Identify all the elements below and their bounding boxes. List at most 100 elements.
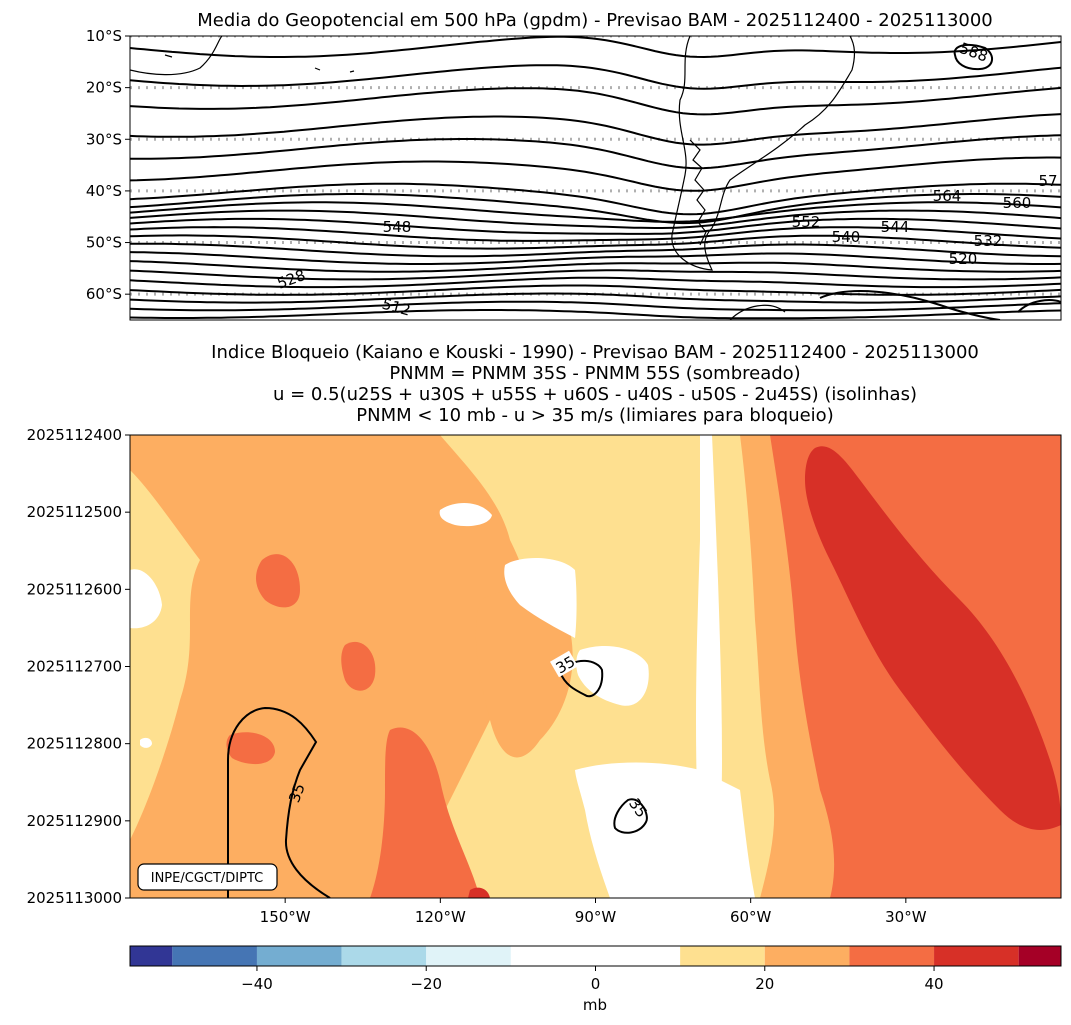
- latitude-axis: 10°S 20°S 30°S 40°S 50°S 60°S: [86, 27, 130, 303]
- date-tick-label: 2025112500: [27, 503, 122, 521]
- contour-label-552: 552: [792, 213, 821, 231]
- geopotential-contour: [130, 300, 1061, 312]
- colorbar-segment: [680, 946, 765, 966]
- colorbar-tick-label: −40: [241, 975, 273, 993]
- geopotential-contour: [130, 193, 1061, 225]
- colorbar-label: mb: [583, 996, 607, 1014]
- australia-nz-coast: [130, 36, 223, 76]
- geopotential-contour: [130, 284, 1061, 296]
- contour-label-548: 548: [383, 218, 412, 236]
- geopotential-contour: [130, 209, 1061, 229]
- lat-tick-label: 60°S: [86, 285, 122, 303]
- lon-tick-label: 120°W: [415, 908, 466, 926]
- shade-30-40-south: [370, 727, 480, 898]
- colorbar-tick-label: −20: [410, 975, 442, 993]
- lat-tick-label: 20°S: [86, 79, 122, 97]
- geopotential-contour: [130, 242, 1061, 258]
- colorbar-tick-label: 40: [924, 975, 943, 993]
- contour-label-532: 532: [974, 232, 1003, 250]
- contour-label-564: 564: [933, 187, 962, 205]
- geopotential-contour: [130, 134, 1061, 170]
- map-area: 588 57 564 560 552 548 544 540 532 528 5…: [130, 36, 1061, 320]
- lat-tick-label: 50°S: [86, 234, 122, 252]
- date-axis: 2025112400 2025112500 2025112600 2025112700…: [27, 426, 130, 907]
- geopotential-contour: [130, 269, 1061, 281]
- u35-isolines: [227, 659, 648, 898]
- colorbar-segment: [172, 946, 257, 966]
- geopotential-contour: [130, 292, 1061, 304]
- blocking-title-line: PNMM < 10 mb - u > 35 m/s (limiares para…: [356, 405, 833, 426]
- u35-isoline-center: [558, 659, 604, 698]
- colorbar-segment: [764, 946, 850, 966]
- shade-30-40-blob-b: [341, 641, 376, 691]
- white-patch-sw: [140, 737, 152, 748]
- u35-label-west: 35: [285, 781, 308, 805]
- longitude-axis: 150°W 120°W 90°W 60°W 30°W: [260, 898, 927, 926]
- geopotential-contour: [130, 309, 1061, 320]
- date-tick-label: 2025112400: [27, 426, 122, 444]
- geopotential-frame: [129, 35, 1062, 321]
- date-tick-label: 2025112600: [27, 580, 122, 598]
- colorbar-segment: [341, 946, 427, 966]
- contour-label-57: 57: [1038, 172, 1057, 190]
- white-patch-west: [130, 569, 162, 629]
- colorbar-segment: [256, 946, 342, 966]
- shade-40-50-ridge: [805, 446, 1061, 830]
- colorbar-segment: [426, 946, 511, 966]
- u35-label-bg-center: [549, 650, 579, 678]
- blocking-index-panel: Indice Bloqueio (Kaiano e Kouski - 1990)…: [27, 342, 1062, 926]
- geopotential-contour: [130, 234, 1061, 250]
- lon-tick-label: 30°W: [885, 908, 927, 926]
- geopotential-contour: [130, 182, 1061, 216]
- colorbar-tick-label: 20: [755, 975, 774, 993]
- geopotential-title: Media do Geopotencial em 500 hPa (gpdm) …: [197, 10, 993, 31]
- shade-minus10-10: [130, 435, 755, 898]
- colorbar-segment: [510, 946, 681, 966]
- geopotential-contour: [130, 156, 1061, 192]
- blocking-title-line: PNMM = PNMM 35S - PNMM 55S (sombreado): [389, 363, 800, 384]
- date-tick-label: 2025113000: [27, 889, 122, 907]
- shade-30-40-blob-a: [256, 554, 300, 608]
- contour-label-560: 560: [1003, 194, 1032, 212]
- date-tick-label: 2025112700: [27, 658, 122, 676]
- geopotential-contour: [130, 217, 1061, 235]
- colorbar: −40 −20 0 20 40 mb: [129, 945, 1062, 1014]
- geopotential-contour: [130, 226, 1061, 242]
- white-patch-center: [504, 558, 577, 638]
- colorbar-segment: [934, 946, 1019, 966]
- contour-southeast-trough: [1017, 299, 1061, 313]
- colorbar-segment: [849, 946, 935, 966]
- geopotential-contour: [130, 36, 1061, 59]
- white-patch-north: [439, 503, 492, 527]
- geopotential-contour: [130, 260, 1061, 273]
- pacific-island-coast: [164, 54, 355, 73]
- contour-label-540: 540: [832, 228, 861, 246]
- heatmap-area: 35 35 35 INPE/CGCT/DIPTC: [130, 435, 1061, 898]
- blocking-index-title: Indice Bloqueio (Kaiano e Kouski - 1990)…: [211, 342, 979, 426]
- blocking-title-line: u = 0.5(u25S + u30S + u55S + u60S - u40S…: [273, 384, 917, 405]
- shade-40-50: [468, 446, 1061, 898]
- lat-tick-label: 30°S: [86, 130, 122, 148]
- geopotential-panel: Media do Geopotencial em 500 hPa (gpdm) …: [86, 10, 1062, 321]
- colorbar-segment: [1018, 946, 1061, 966]
- lon-tick-label: 90°W: [575, 908, 617, 926]
- lat-tick-label: 10°S: [86, 27, 122, 45]
- shade-40-50-spot: [468, 887, 490, 898]
- geopotential-contour: [130, 113, 1061, 146]
- geopotential-contour: [130, 86, 1061, 116]
- credit-box: INPE/CGCT/DIPTC: [137, 863, 278, 891]
- geopotential-contour: [130, 64, 1061, 90]
- credit-box-frame: [137, 863, 278, 891]
- contour-south-loop: [819, 290, 1001, 320]
- shade-20-30-center: [475, 590, 573, 758]
- geopotential-contour: [130, 276, 1061, 289]
- date-tick-label: 2025112800: [27, 735, 122, 753]
- credit-text: INPE/CGCT/DIPTC: [151, 871, 263, 886]
- u35-isoline-west: [227, 706, 331, 898]
- geopotential-contour: [130, 251, 1061, 265]
- colorbar-ticks: −40 −20 0 20 40: [241, 966, 944, 993]
- geopotential-contour: [130, 201, 1061, 223]
- lat-tick-label: 40°S: [86, 182, 122, 200]
- u35-isoline-southeast: [613, 798, 648, 834]
